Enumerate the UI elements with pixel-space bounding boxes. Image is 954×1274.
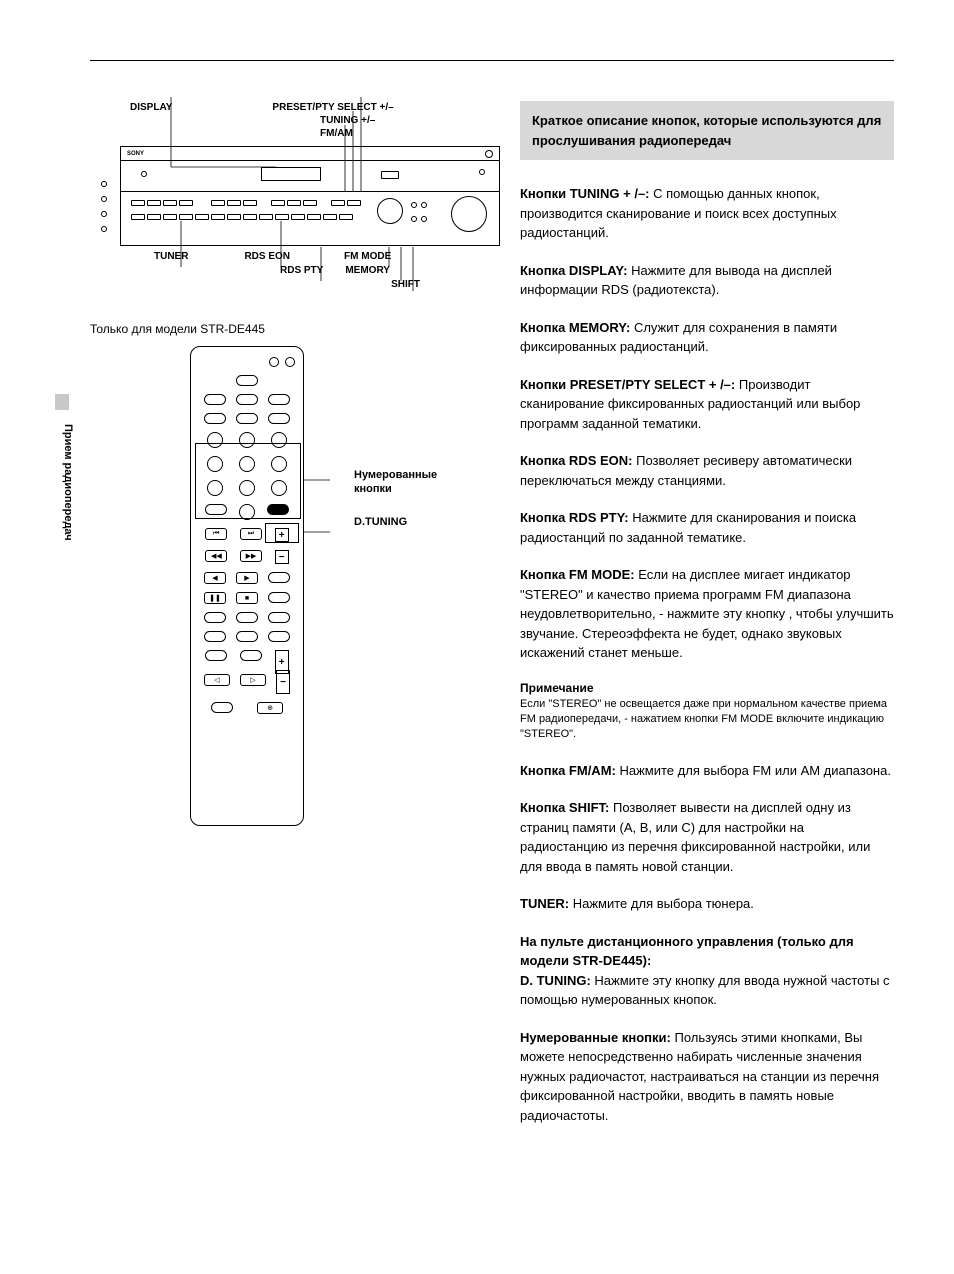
label-rds-eon: RDS EON (244, 250, 290, 264)
remote-callout-lines (304, 346, 334, 826)
left-column: DISPLAY PRESET/PTY SELECT +/– TUNING +/–… (90, 101, 480, 1143)
para-tuner: TUNER: Нажмите для выбора тюнера. (520, 894, 894, 914)
para-preset: Кнопки PRESET/PTY SELECT + /–: Производи… (520, 375, 894, 434)
para-tuning: Кнопки TUNING + /–: С помощью данных кно… (520, 184, 894, 243)
remote-label-numbered1: Нумерованные (354, 468, 437, 482)
receiver-labels-bottom: TUNER RDS EON FM MODE RDS PTY MEMORY SHI… (120, 250, 480, 292)
remote-label-numbered2: кнопки (354, 482, 437, 496)
side-tab-bg (55, 394, 69, 410)
label-fmam: FM/AM (320, 127, 480, 140)
label-rds-pty: RDS PTY (280, 264, 323, 278)
para-fmmode: Кнопка FM MODE: Если на дисплее мигает и… (520, 565, 894, 663)
remote-diagram: ⏮⏭+ ◀◀▶▶− ◀▶ ❚❚■ + ◁▷− ⊕ (190, 346, 304, 826)
receiver-diagram: SONY (120, 146, 500, 246)
para-shift: Кнопка SHIFT: Позволяет вывести на диспл… (520, 798, 894, 876)
side-tab: Прием радиопередач (60, 420, 76, 545)
para-memory: Кнопка MEMORY: Служит для сохранения в п… (520, 318, 894, 357)
remote-label-dtuning: D.TUNING (354, 515, 437, 529)
para-numbtn: Нумерованные кнопки: Пользуясь этими кно… (520, 1028, 894, 1126)
top-rule (90, 60, 894, 61)
para-rdspty: Кнопка RDS PTY: Нажмите для сканирования… (520, 508, 894, 547)
para-remote-section: На пульте дистанционного управления (тол… (520, 932, 894, 1010)
section-heading: Краткое описание кнопок, которые использ… (520, 101, 894, 160)
label-tuner: TUNER (154, 250, 188, 264)
note-heading: Примечание (520, 681, 894, 695)
para-display: Кнопка DISPLAY: Нажмите для вывода на ди… (520, 261, 894, 300)
note-body: Если "STEREO" не освещается даже при нор… (520, 697, 894, 743)
remote-model-note: Только для модели STR-DE445 (90, 322, 480, 336)
label-memory: MEMORY (345, 264, 390, 278)
callout-lines-top (120, 96, 500, 108)
right-column: Краткое описание кнопок, которые использ… (520, 101, 894, 1143)
para-fmam: Кнопка FM/AM: Нажмите для выбора FM или … (520, 761, 894, 781)
receiver-side-panel (90, 176, 118, 236)
label-shift: SHIFT (391, 279, 420, 290)
label-fm-mode: FM MODE (344, 250, 391, 264)
label-tuning: TUNING +/– (320, 114, 480, 127)
para-rdseon: Кнопка RDS EON: Позволяет ресиверу автом… (520, 451, 894, 490)
remote-callout-labels: Нумерованные кнопки D.TUNING (354, 346, 437, 529)
